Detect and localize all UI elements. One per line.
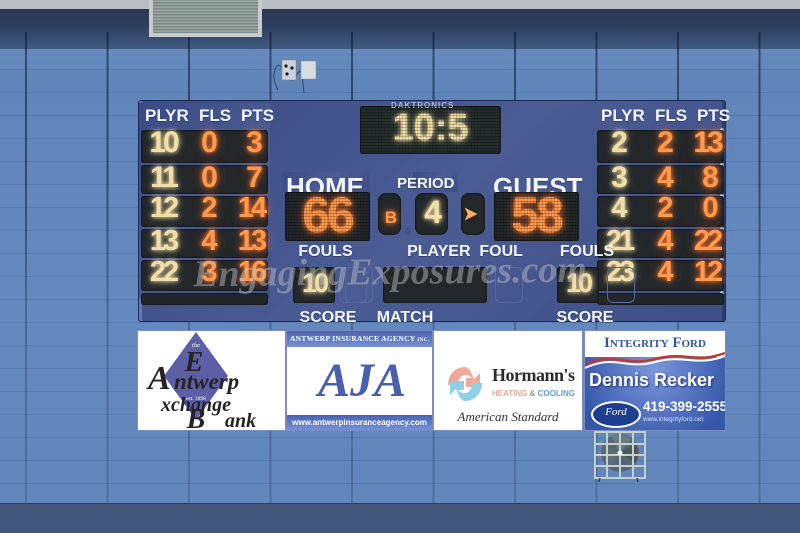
svg-text:A: A — [146, 360, 171, 397]
svg-text:B: B — [186, 404, 206, 430]
svg-text:ank: ank — [225, 410, 256, 430]
svg-text:E: E — [184, 347, 204, 378]
